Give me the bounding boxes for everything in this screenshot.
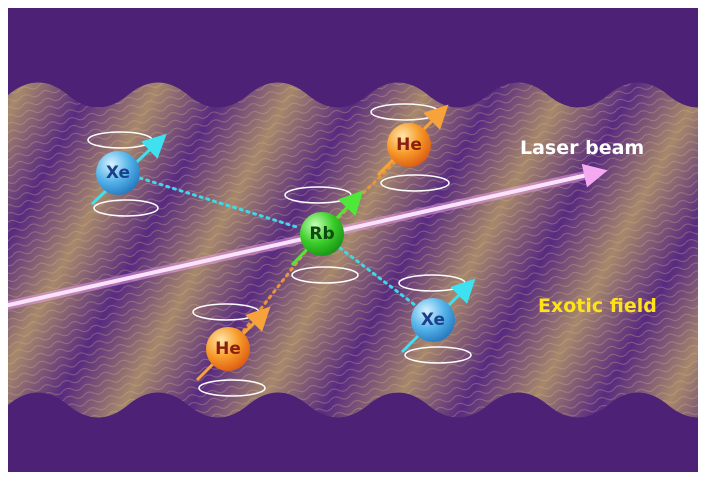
atom: [300, 212, 344, 256]
atom: [411, 298, 455, 342]
exotic-field-wave: [8, 82, 698, 418]
atoms: Xe He Rb He Xe: [96, 123, 455, 371]
coupling-line: [336, 160, 397, 220]
ring: [380, 174, 450, 192]
laser-label: Laser beam: [520, 137, 644, 159]
atom: [206, 327, 250, 371]
field-label: Exotic field: [538, 295, 657, 317]
ring: [93, 199, 159, 217]
atom-label: Xe: [421, 310, 445, 330]
atom-label: Rb: [309, 224, 334, 244]
atom-label: He: [215, 339, 241, 359]
atom-label: Xe: [106, 163, 130, 183]
ring: [198, 379, 266, 397]
ring: [404, 346, 472, 364]
coupling-line: [138, 176, 302, 230]
spin-rings: [87, 103, 472, 397]
atom-label: He: [396, 135, 422, 155]
laser-beam: [8, 163, 608, 308]
wave-ripples: [8, 82, 698, 418]
atom: [96, 151, 140, 195]
atom: [387, 123, 431, 167]
ring: [291, 266, 359, 284]
coupling-line: [338, 246, 417, 307]
scene: Xe He Rb He Xe Laser beam Exotic field: [8, 8, 698, 472]
